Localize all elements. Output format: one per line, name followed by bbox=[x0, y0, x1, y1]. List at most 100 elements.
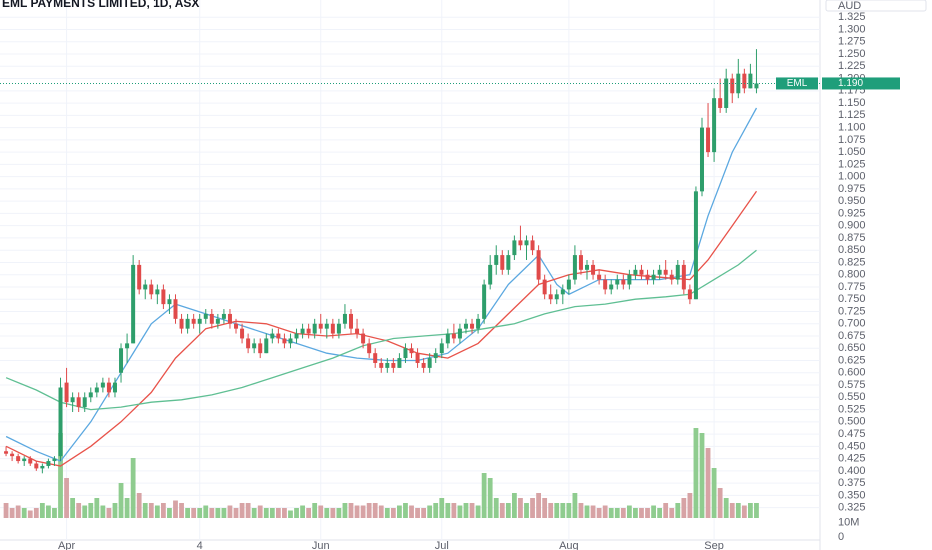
volume-bar bbox=[596, 508, 602, 518]
candle-body bbox=[185, 318, 190, 329]
candle-body bbox=[112, 382, 117, 393]
candle-body bbox=[530, 240, 535, 251]
candle-body bbox=[276, 333, 281, 339]
volume-bar bbox=[354, 505, 360, 518]
candle-body bbox=[488, 264, 493, 285]
candle-body bbox=[500, 255, 505, 270]
y-tick-label: 0.875 bbox=[838, 232, 866, 244]
volume-bar bbox=[173, 500, 178, 518]
volume-bar bbox=[215, 508, 221, 518]
candle-body bbox=[724, 78, 729, 108]
volume-bar bbox=[499, 503, 505, 518]
volume-bar bbox=[372, 503, 378, 518]
volume-bar bbox=[657, 508, 663, 518]
y-tick-label: 1.150 bbox=[838, 97, 866, 109]
volume-bar bbox=[203, 505, 209, 518]
candle-body bbox=[70, 397, 75, 403]
candle-body bbox=[10, 453, 15, 457]
y-tick-label: 0.475 bbox=[838, 428, 866, 440]
candle-body bbox=[76, 397, 81, 408]
volume-bar bbox=[633, 508, 638, 518]
x-tick-label: Jun bbox=[312, 540, 330, 550]
candle-body bbox=[282, 338, 287, 344]
y2-tick-label: 10M bbox=[838, 517, 859, 529]
volume-bar bbox=[185, 508, 191, 518]
candle-body bbox=[361, 333, 366, 344]
candle-body bbox=[463, 323, 468, 329]
volume-bar bbox=[197, 508, 203, 518]
volume-bar bbox=[263, 508, 269, 518]
symbol-label: EML bbox=[787, 78, 808, 89]
volume-bar bbox=[717, 488, 723, 518]
volume-bar bbox=[511, 493, 517, 518]
volume-bar bbox=[154, 505, 160, 518]
candle-body bbox=[312, 323, 317, 334]
candle-body bbox=[494, 255, 499, 265]
volume-bar bbox=[463, 503, 469, 518]
candle-body bbox=[167, 299, 172, 305]
volume-bar bbox=[566, 503, 572, 518]
volume-bar bbox=[663, 503, 669, 518]
volume-bar bbox=[451, 503, 457, 518]
candle-body bbox=[288, 338, 293, 344]
candle-body bbox=[699, 127, 704, 192]
volume-bar bbox=[384, 508, 390, 518]
volume-bar bbox=[699, 433, 705, 518]
volume-bar bbox=[578, 503, 584, 518]
volume-bar bbox=[282, 508, 287, 518]
candle-body bbox=[252, 343, 257, 349]
candle-body bbox=[342, 313, 347, 324]
candle-body bbox=[482, 284, 487, 319]
volume-bar bbox=[124, 498, 130, 518]
volume-bar bbox=[39, 503, 45, 518]
candle-body bbox=[270, 333, 275, 339]
candle-body bbox=[367, 343, 372, 354]
volume-bar bbox=[251, 508, 257, 518]
volume-bar bbox=[669, 508, 675, 518]
volume-bar bbox=[21, 508, 27, 518]
y-tick-label: 0.500 bbox=[838, 416, 866, 428]
candle-body bbox=[197, 318, 202, 324]
candle-body bbox=[748, 73, 753, 89]
volume-bar bbox=[64, 478, 69, 518]
y-tick-label: 0.775 bbox=[838, 281, 866, 293]
volume-bar bbox=[530, 498, 535, 518]
volume-bar bbox=[754, 503, 759, 518]
volume-bar bbox=[148, 503, 154, 518]
candle-body bbox=[22, 458, 27, 462]
volume-bar bbox=[33, 508, 39, 518]
candle-body bbox=[524, 240, 529, 246]
y-tick-label: 0.425 bbox=[838, 453, 866, 465]
volume-bar bbox=[227, 505, 233, 518]
candle-body bbox=[385, 362, 390, 368]
volume-bar bbox=[179, 503, 184, 518]
volume-bar bbox=[705, 448, 711, 518]
candle-body bbox=[651, 274, 656, 280]
candle-body bbox=[615, 279, 620, 285]
y-tick-label: 0.750 bbox=[838, 293, 866, 305]
y-tick-label: 0.925 bbox=[838, 207, 866, 219]
candle-body bbox=[669, 274, 674, 280]
y-tick-label: 0.825 bbox=[838, 256, 866, 268]
x-tick-label: Sep bbox=[704, 540, 724, 550]
volume-bar bbox=[620, 508, 626, 518]
candle-body bbox=[718, 98, 723, 108]
candle-body bbox=[215, 318, 220, 324]
volume-bar bbox=[614, 508, 620, 518]
volume-bar bbox=[433, 503, 439, 518]
candle-body bbox=[348, 313, 353, 329]
volume-bar bbox=[348, 503, 354, 518]
candle-body bbox=[506, 255, 511, 270]
moving-average bbox=[5, 249, 757, 411]
volume-bar bbox=[239, 503, 245, 518]
candle-body bbox=[52, 458, 57, 462]
candle-body bbox=[742, 73, 747, 89]
volume-bar bbox=[687, 493, 693, 518]
volume-bar bbox=[330, 508, 336, 518]
volume-bar bbox=[88, 503, 94, 518]
candle-body bbox=[578, 255, 583, 270]
candle-body bbox=[88, 392, 93, 398]
volume-bar bbox=[518, 498, 523, 518]
volume-bar bbox=[421, 508, 427, 518]
candle-body bbox=[46, 461, 51, 466]
